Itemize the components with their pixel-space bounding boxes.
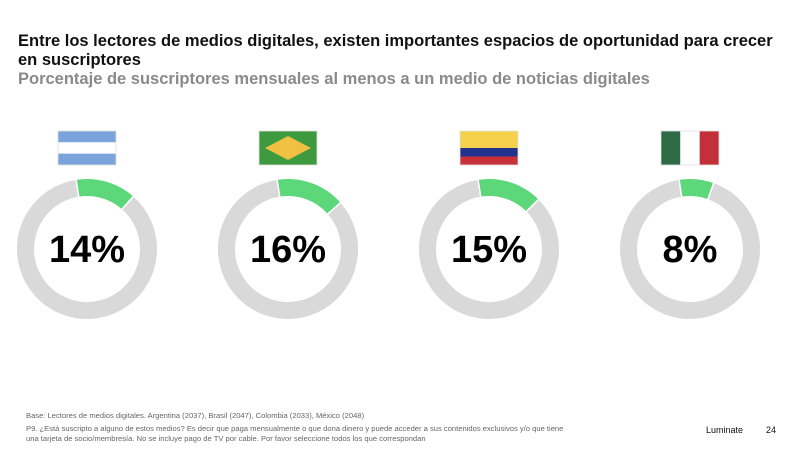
mexico-flag-border [660, 130, 720, 166]
donut-value-label: 16% [250, 229, 326, 271]
mexico-flag-stripe [680, 131, 700, 165]
donut-separator [276, 178, 281, 198]
donut-charts: 14% 16% 15% 8% [17, 130, 760, 319]
donut-value-arc [277, 179, 341, 215]
brazil-flag-diamond [265, 136, 311, 160]
donut-separator [678, 178, 683, 198]
donut-separator [120, 195, 135, 211]
colombia-flag-stripe [460, 131, 518, 148]
brazil-flag-border [258, 130, 318, 166]
mexico-flag-stripe [661, 131, 681, 165]
donut-separator [706, 181, 715, 201]
donut-value-arc [679, 179, 714, 200]
question-note: P9. ¿Está suscripto a alguno de estos me… [26, 424, 564, 443]
donut-colombia: 15% [419, 130, 559, 319]
page-title: Entre los lectores de medios digitales, … [18, 32, 773, 69]
donut-value-label: 8% [663, 229, 718, 271]
mexico-flag-stripe [699, 131, 719, 165]
colombia-flag-border [459, 130, 519, 166]
brazil-flag [258, 130, 318, 166]
donut-argentina: 14% [17, 130, 157, 319]
donut-separator [326, 201, 342, 216]
argentina-flag-stripe [58, 153, 116, 165]
argentina-flag-stripe [58, 131, 116, 143]
colombia-flag [459, 130, 519, 166]
donut-value-label: 15% [451, 229, 527, 271]
donut-remainder-arc [620, 179, 760, 319]
donut-value-arc [76, 179, 134, 210]
donut-separator [525, 198, 540, 213]
argentina-flag-border [57, 130, 117, 166]
argentina-flag [57, 130, 117, 166]
colombia-flag-stripe [460, 156, 518, 165]
donut-separator [75, 178, 80, 198]
page-number: 24 [766, 425, 777, 435]
base-note: Base: Lectores de medios digitales. Arge… [26, 411, 365, 420]
donut-remainder-arc [17, 179, 157, 319]
donut-mexico: 8% [620, 130, 760, 319]
donut-value-arc [478, 179, 539, 212]
donut-value-label: 14% [49, 229, 125, 271]
colombia-flag-stripe [460, 148, 518, 157]
donut-remainder-arc [218, 179, 358, 319]
argentina-flag-stripe [58, 142, 116, 154]
donut-separator [477, 178, 482, 198]
brand-logo-text: Luminate [706, 425, 744, 435]
mexico-flag [660, 130, 720, 166]
page-subtitle: Porcentaje de suscriptores mensuales al … [18, 70, 650, 88]
donut-remainder-arc [419, 179, 559, 319]
donut-brasil: 16% [218, 130, 358, 319]
